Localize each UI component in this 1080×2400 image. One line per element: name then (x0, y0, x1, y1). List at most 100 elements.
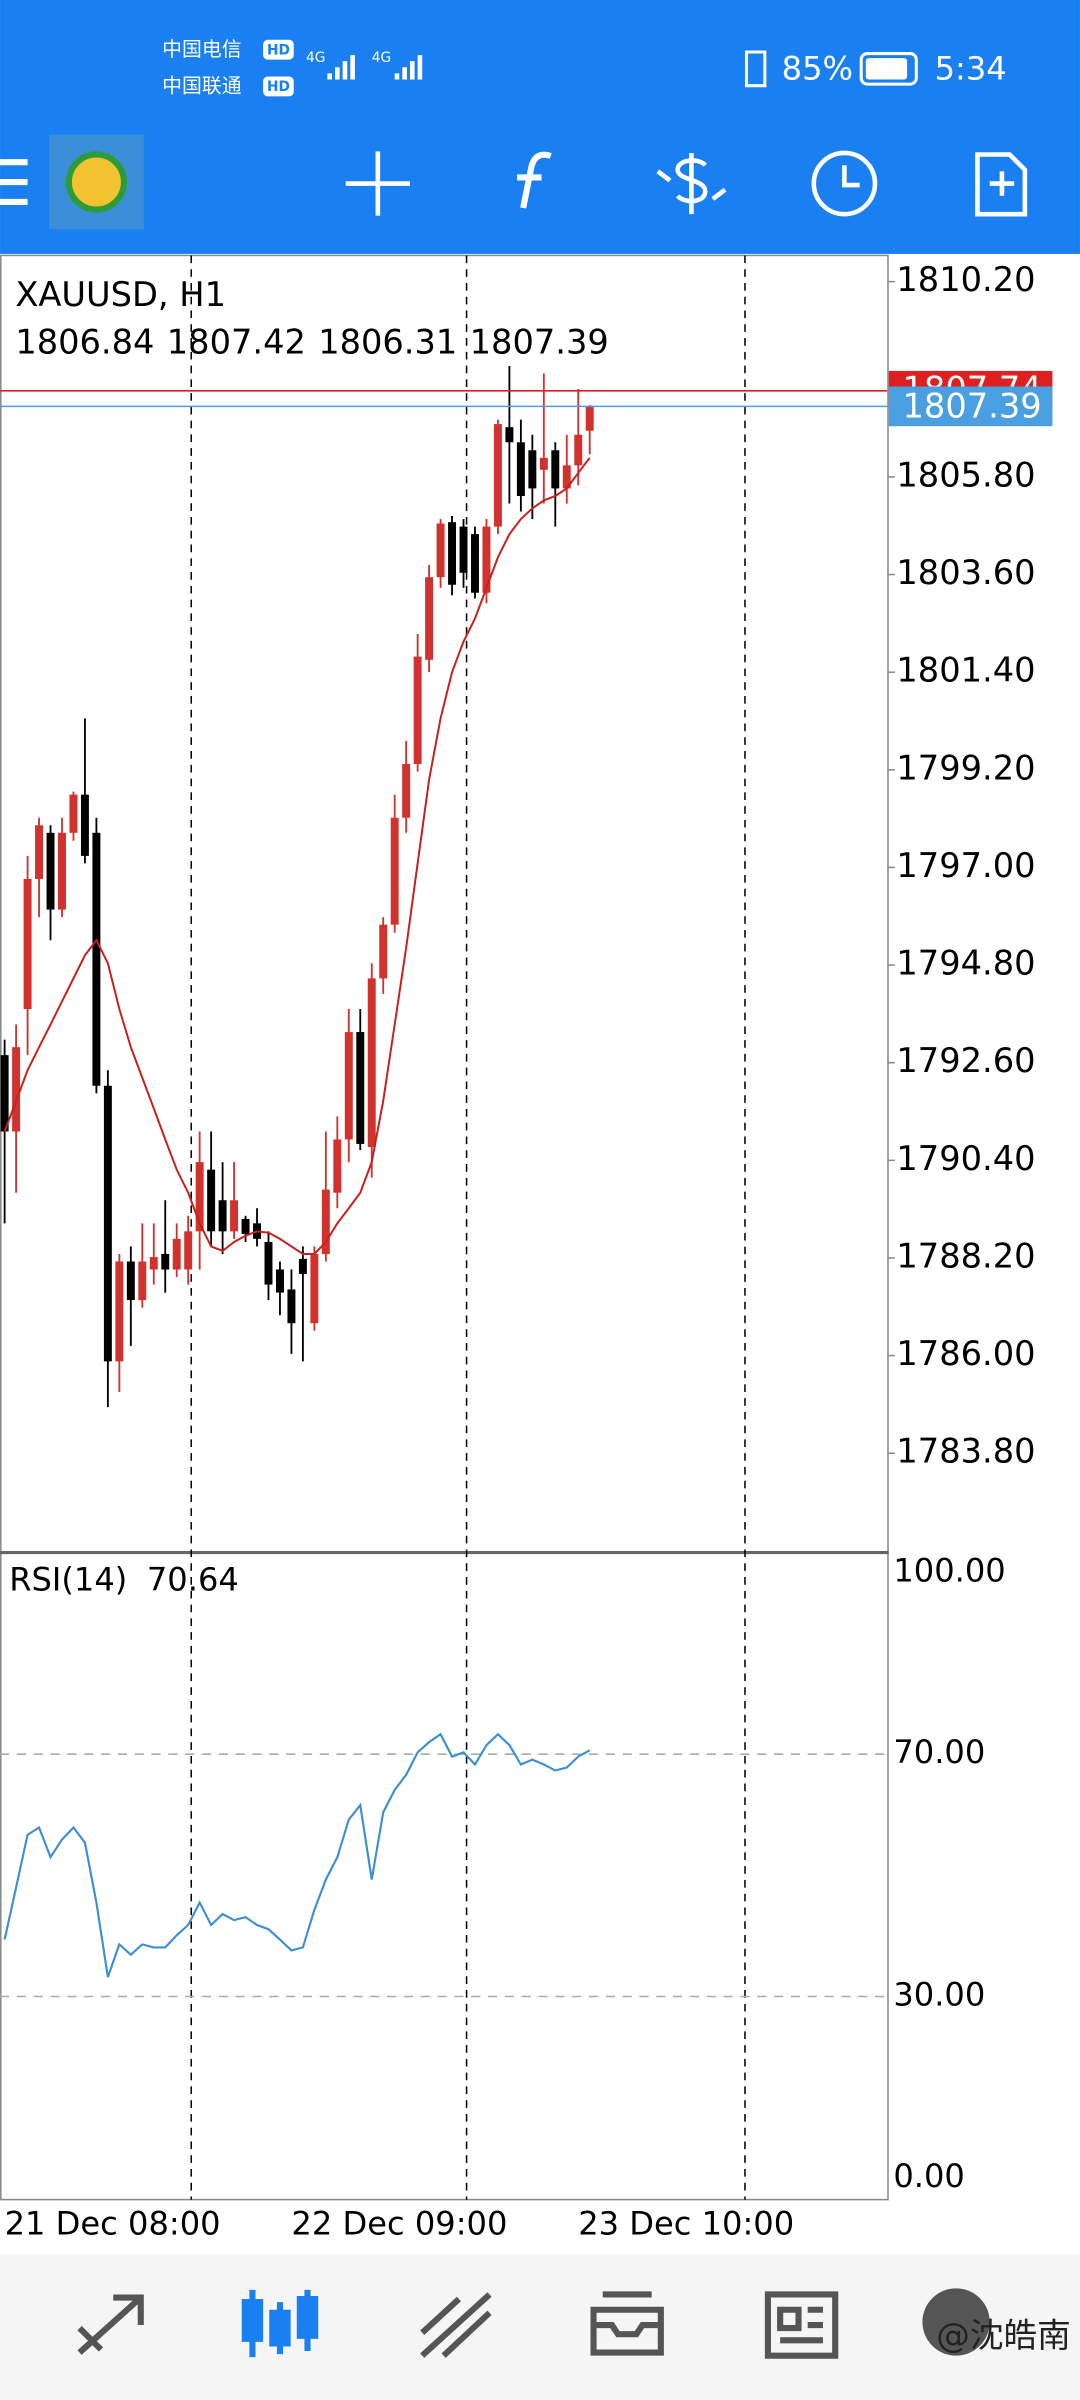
candle-body (436, 523, 445, 578)
candle-body (493, 424, 502, 527)
y-tick-label: 30.00 (893, 1975, 985, 2013)
candle-body (161, 1253, 170, 1270)
hd: HD (267, 79, 290, 95)
candle-body (413, 656, 422, 765)
candle-body (379, 924, 388, 979)
candle-body (35, 825, 44, 879)
battery: 85% (782, 49, 853, 87)
x-tick-label: 21 Dec 08:00 (5, 2205, 221, 2243)
y-tick-label: 1788.20 (896, 1236, 1035, 1275)
history-icon[interactable] (811, 150, 878, 217)
candle-body (298, 1258, 307, 1274)
candle-body (12, 1047, 21, 1132)
ohlc-open: 1806.84 (15, 323, 154, 362)
candle-body (0, 1055, 9, 1132)
candle-body (448, 522, 457, 585)
candle-body (80, 794, 89, 856)
candle-body (103, 1085, 112, 1362)
y-tick-label: 0.00 (893, 2157, 965, 2195)
chart-tab[interactable] (241, 2289, 319, 2358)
x-tick-label: 23 Dec 10:00 (578, 2205, 794, 2243)
carrier: 中国联通 (162, 75, 242, 98)
bottom-nav (0, 2254, 1080, 2400)
y-tick-label: 1794.80 (896, 944, 1035, 983)
candle-body (138, 1261, 147, 1301)
period-separators (190, 255, 746, 2200)
ohlc-close: 1807.39 (470, 323, 609, 362)
hd-badge (263, 39, 294, 60)
hd: HD (267, 42, 290, 58)
rsi-panel: 100.00 70.00 30.00 0.00 (0, 1551, 1006, 2195)
candle-body (23, 878, 32, 1009)
candle-body (505, 427, 514, 443)
new-order-icon[interactable] (975, 152, 1028, 217)
candle-body (471, 534, 479, 593)
candle-body (459, 526, 468, 573)
candle-body (551, 450, 560, 489)
news-tab[interactable] (764, 2291, 839, 2359)
trade-tab[interactable] (420, 2292, 492, 2358)
clock: 5:34 (935, 49, 1007, 87)
candle-body (356, 1032, 365, 1144)
toolbar (0, 134, 1028, 230)
watermark: @沈皓南 (936, 2316, 1071, 2355)
candle-body (287, 1289, 296, 1324)
y-tick-label: 1803.60 (896, 553, 1035, 592)
candle-body (310, 1253, 319, 1324)
candle-body (115, 1261, 124, 1362)
rsi-line (3, 1732, 591, 1978)
candle-body (184, 1231, 193, 1270)
bid-label-bg (888, 386, 1053, 427)
carrier: 中国电信 (162, 38, 242, 61)
candle-body (46, 832, 55, 910)
indicators-icon[interactable] (517, 151, 552, 209)
signal (327, 55, 423, 80)
candle-body (344, 1032, 353, 1140)
candle-body (562, 465, 571, 489)
battery-level (865, 58, 908, 80)
candle-body (516, 442, 525, 496)
candle-body (402, 764, 411, 818)
y-tick-label: 1790.40 (896, 1139, 1035, 1178)
header-bg (0, 0, 1080, 254)
candle-body (58, 832, 66, 910)
history-tab[interactable] (590, 2291, 664, 2356)
y-tick-label: 1786.00 (896, 1334, 1035, 1373)
candle-body (425, 577, 434, 660)
candle-body (574, 434, 583, 466)
y-tick-label: 1783.80 (896, 1432, 1035, 1471)
candle-body (333, 1139, 342, 1193)
candle-body (195, 1162, 204, 1232)
candle-body (367, 978, 376, 1148)
candle-body (92, 832, 101, 1086)
candle-body (539, 457, 548, 470)
candle-body (241, 1218, 250, 1234)
menu-icon[interactable] (0, 159, 28, 205)
candle-body (585, 406, 594, 431)
candle-body (390, 817, 399, 925)
rsi-value: 70.64 (147, 1561, 239, 1599)
moving-average (3, 457, 591, 1255)
chart-frame (0, 254, 889, 2201)
candle-body (275, 1269, 284, 1293)
y-tick-label: 1810.20 (896, 260, 1035, 299)
settings-tab[interactable] (922, 2288, 990, 2356)
network: 4G (372, 50, 391, 66)
candle-body (321, 1189, 330, 1254)
y-tick-label: 1792.60 (896, 1041, 1035, 1080)
y-tick-label: 1797.00 (896, 846, 1035, 885)
candle-body (172, 1238, 181, 1270)
status-bar: 中国电信 中国联通 HD HD 4G 4G 85% 5:34 (162, 38, 1007, 98)
x-tick-label: 22 Dec 09:00 (291, 2205, 507, 2243)
trade-icon[interactable] (656, 152, 727, 215)
y-tick-label: 1799.20 (896, 748, 1035, 787)
candle-body (528, 450, 537, 489)
ohlc-high: 1807.42 (167, 323, 306, 362)
crosshair-icon[interactable] (345, 151, 410, 216)
rsi-title: RSI(14) (9, 1561, 127, 1599)
nav-icons (77, 2288, 990, 2359)
quotes-tab[interactable] (77, 2294, 144, 2355)
bid-label: 1807.39 (903, 386, 1042, 425)
candle-body (230, 1200, 239, 1232)
